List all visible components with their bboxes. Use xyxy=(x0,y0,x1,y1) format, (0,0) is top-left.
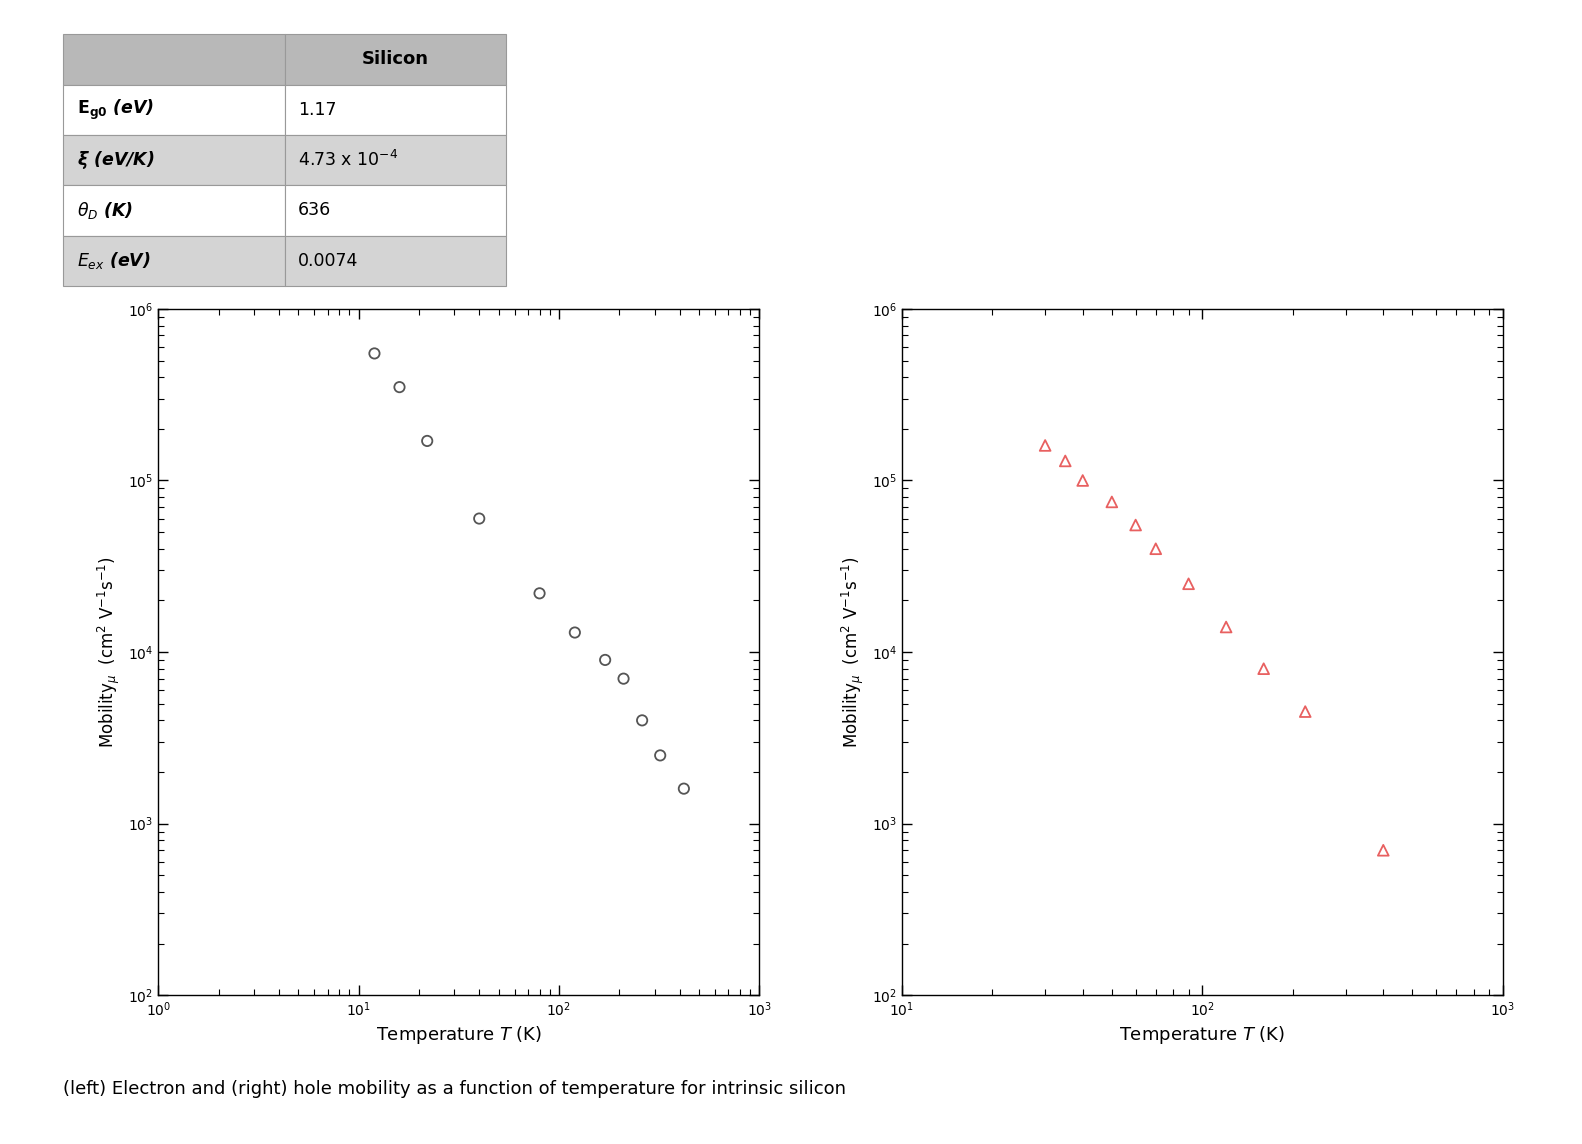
Point xyxy=(1123,516,1149,534)
Point xyxy=(1213,618,1239,636)
Text: (left) Electron and (right) hole mobility as a function of temperature for intri: (left) Electron and (right) hole mobilit… xyxy=(63,1080,846,1098)
Point xyxy=(1251,660,1277,678)
X-axis label: Temperature $T$ (K): Temperature $T$ (K) xyxy=(375,1024,543,1047)
Point xyxy=(1144,540,1169,558)
Point xyxy=(562,623,587,642)
Point xyxy=(1370,841,1395,859)
Point xyxy=(467,509,492,527)
Y-axis label: Mobility$_{\mu}$  (cm$^{2}$ V$^{-1}$s$^{-1}$): Mobility$_{\mu}$ (cm$^{2}$ V$^{-1}$s$^{-… xyxy=(840,556,865,748)
Point xyxy=(1033,436,1058,454)
Point xyxy=(1069,471,1095,490)
Point xyxy=(414,431,440,450)
Point xyxy=(647,746,672,764)
X-axis label: Temperature $T$ (K): Temperature $T$ (K) xyxy=(1118,1024,1286,1047)
Y-axis label: Mobility$_{\mu}$  (cm$^{2}$ V$^{-1}$s$^{-1}$): Mobility$_{\mu}$ (cm$^{2}$ V$^{-1}$s$^{-… xyxy=(97,556,122,748)
Point xyxy=(362,344,388,363)
Point xyxy=(527,585,552,603)
Point xyxy=(1052,452,1077,470)
Point xyxy=(1175,574,1201,593)
Point xyxy=(611,669,636,688)
Point xyxy=(593,651,619,669)
Point xyxy=(388,378,413,396)
Point xyxy=(1099,493,1125,511)
Point xyxy=(630,712,655,730)
Point xyxy=(1292,702,1318,721)
Point xyxy=(671,779,696,797)
